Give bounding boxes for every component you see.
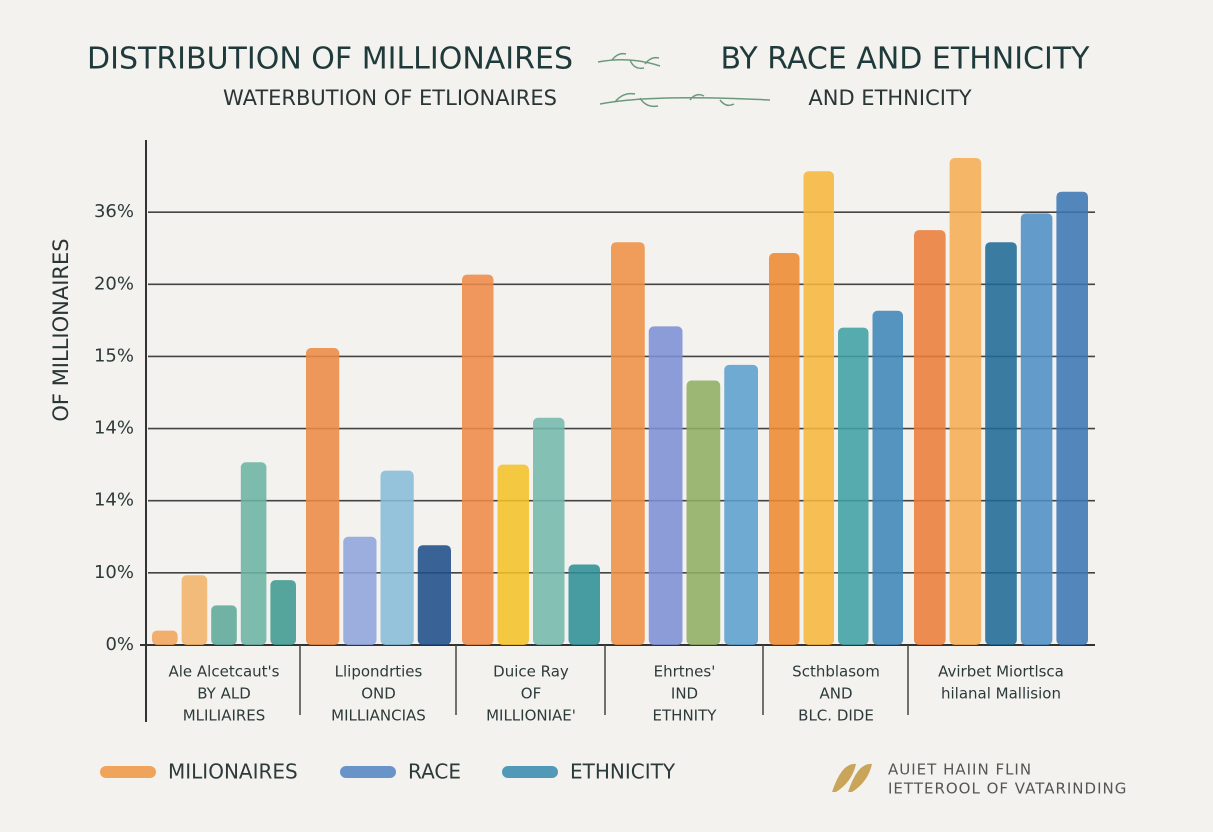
x-tick-label: OND bbox=[361, 685, 396, 703]
y-tick-label: 36% bbox=[94, 201, 134, 222]
bar bbox=[211, 605, 237, 645]
x-tick-label: Ale Alcetcaut's bbox=[169, 663, 280, 681]
x-tick-label: BY ALD bbox=[197, 685, 251, 703]
y-tick-label: 14% bbox=[94, 490, 134, 511]
chart-subtitle: AND ETHNICITY bbox=[808, 86, 971, 110]
bar bbox=[417, 545, 451, 645]
bar bbox=[1020, 213, 1053, 645]
x-tick-label: ETHNITY bbox=[653, 707, 718, 725]
bar bbox=[181, 575, 208, 645]
y-tick-label: 20% bbox=[94, 273, 134, 294]
bar bbox=[533, 417, 565, 645]
bar bbox=[914, 230, 946, 645]
legend-label: RACE bbox=[408, 760, 461, 784]
legend-label: ETHNICITY bbox=[570, 760, 676, 784]
x-tick-label: MILLIONIAE' bbox=[486, 707, 576, 725]
x-tick-label: Ehrtnes' bbox=[654, 663, 716, 681]
x-tick-label: AND bbox=[819, 685, 852, 703]
chart-title: BY RACE AND ETHNICITY bbox=[720, 42, 1090, 77]
y-axis-label: OF MILLIONAIRES bbox=[49, 238, 73, 421]
bar bbox=[568, 564, 600, 645]
bar bbox=[686, 380, 721, 645]
x-tick-label: MILLIANCIAS bbox=[331, 707, 426, 725]
x-tick-label: Avirbet Miortlsca bbox=[938, 663, 1064, 681]
y-tick-label: 14% bbox=[94, 418, 134, 439]
y-tick-label: 15% bbox=[94, 345, 134, 366]
x-tick-label: Llipondrties bbox=[335, 663, 423, 681]
footer-text: AUIET HAIIN FLIN bbox=[888, 761, 1032, 779]
legend-swatch bbox=[340, 766, 396, 778]
legend-swatch bbox=[100, 766, 156, 778]
bar bbox=[769, 253, 800, 645]
bar bbox=[985, 242, 1017, 645]
x-tick-label: BLC. DIDE bbox=[798, 707, 874, 725]
bar bbox=[343, 536, 377, 645]
footer-logo bbox=[832, 763, 872, 792]
chart-subtitle: WATERBUTION OF ETLIONAIRES bbox=[223, 86, 557, 110]
x-tick-label: OF bbox=[521, 685, 541, 703]
y-tick-label: 0% bbox=[105, 634, 134, 655]
bar bbox=[611, 242, 645, 645]
x-tick-label: IND bbox=[671, 685, 698, 703]
bar bbox=[803, 171, 834, 645]
x-tick-label: Duice Ray bbox=[493, 663, 569, 681]
bar bbox=[872, 310, 903, 645]
bar bbox=[240, 462, 267, 645]
footer-text: IETTEROOL OF VATARINDING bbox=[888, 780, 1127, 798]
bar bbox=[152, 630, 178, 645]
bar bbox=[306, 348, 340, 645]
bar bbox=[270, 580, 296, 645]
bar bbox=[949, 158, 982, 646]
bar bbox=[1056, 191, 1088, 645]
x-tick-label: hilanal Mallision bbox=[941, 685, 1061, 703]
bar bbox=[724, 364, 758, 645]
y-tick-label: 10% bbox=[94, 562, 134, 583]
leaf-decoration bbox=[597, 52, 771, 108]
x-tick-label: MLILIAIRES bbox=[183, 707, 266, 725]
bar bbox=[497, 464, 529, 645]
bar bbox=[462, 274, 494, 645]
legend-label: MILIONAIRES bbox=[168, 760, 298, 784]
bar bbox=[838, 327, 869, 645]
bar bbox=[380, 470, 414, 645]
x-tick-label: Scthblasom bbox=[792, 663, 880, 681]
chart-title: DISTRIBUTION OF MILLIONAIRES bbox=[87, 42, 573, 77]
legend-swatch bbox=[502, 766, 558, 778]
bar bbox=[648, 326, 683, 645]
